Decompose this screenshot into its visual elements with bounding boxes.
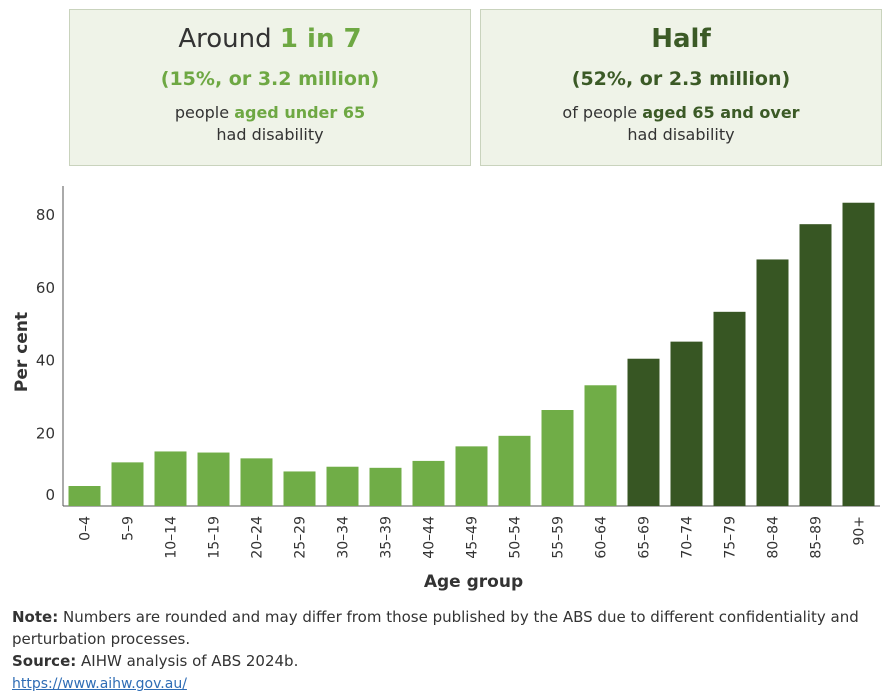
bar-55–59 bbox=[541, 410, 574, 506]
y-tick-label: 0 bbox=[45, 486, 55, 504]
note-label: Note: bbox=[12, 608, 59, 626]
card-over-65-text-emphasis: aged 65 and over bbox=[642, 103, 800, 122]
source-line: Source: AIHW analysis of ABS 2024b. bbox=[12, 650, 882, 672]
card-under-65-subheadline: (15%, or 3.2 million) bbox=[160, 68, 380, 90]
source-link[interactable]: https://www.aihw.gov.au/ bbox=[12, 676, 187, 692]
card-under-65-text-prefix: people bbox=[174, 103, 235, 122]
bar-70–74 bbox=[670, 341, 703, 506]
bar-45–49 bbox=[455, 446, 488, 506]
bar-5–9 bbox=[111, 462, 144, 506]
card-over-65-subheadline: (52%, or 2.3 million) bbox=[571, 68, 791, 90]
bar-65–69 bbox=[627, 358, 660, 506]
x-tick-label: 10–14 bbox=[164, 516, 180, 559]
card-under-65-head-prefix: Around bbox=[178, 24, 280, 54]
x-tick-label: 35–39 bbox=[379, 516, 395, 559]
bar-20–24 bbox=[240, 458, 273, 506]
x-tick-label: 0–4 bbox=[78, 516, 94, 541]
card-under-65: Around 1 in 7 (15%, or 3.2 million) peop… bbox=[69, 9, 471, 166]
x-tick-label: 55–59 bbox=[551, 516, 567, 559]
x-tick-label: 85–89 bbox=[809, 516, 825, 559]
y-tick-label: 60 bbox=[36, 279, 55, 297]
x-tick-label: 75–79 bbox=[723, 516, 739, 559]
x-tick-label: 45–49 bbox=[465, 516, 481, 559]
source-text: AIHW analysis of ABS 2024b. bbox=[76, 652, 299, 670]
bar-60–64 bbox=[584, 385, 617, 506]
bar-25–29 bbox=[283, 471, 316, 506]
x-tick-label: 30–34 bbox=[336, 516, 352, 559]
x-tick-label: 15–19 bbox=[207, 516, 223, 559]
x-tick-label: 50–54 bbox=[508, 516, 524, 559]
y-tick-label: 20 bbox=[36, 424, 55, 442]
bar-0–4 bbox=[68, 486, 101, 506]
x-tick-label: 80–84 bbox=[766, 516, 782, 559]
y-axis-title: Per cent bbox=[12, 312, 32, 392]
card-over-65-text: of people aged 65 and over bbox=[481, 102, 881, 124]
bar-30–34 bbox=[326, 466, 359, 506]
card-under-65-text-emphasis: aged under 65 bbox=[234, 103, 366, 122]
x-tick-label: 5–9 bbox=[121, 516, 137, 541]
bar-10–14 bbox=[154, 451, 187, 506]
card-over-65-text-prefix: of people bbox=[562, 103, 643, 122]
card-over-65-text-line2: had disability bbox=[627, 125, 735, 144]
x-tick-label: 20–24 bbox=[250, 516, 266, 559]
card-under-65-head-emphasis: 1 in 7 bbox=[279, 24, 362, 54]
bar-chart: 0 20 40 60 80 0–4 5–9 10–14 15–19 20–24 25–29 30–34… bbox=[12, 186, 880, 592]
bar-75–79 bbox=[713, 311, 746, 506]
x-tick-label: 70–74 bbox=[680, 516, 696, 559]
card-under-65-text: people aged under 65 bbox=[70, 102, 470, 124]
bar-50–54 bbox=[498, 435, 531, 506]
y-tick-label: 80 bbox=[36, 206, 55, 224]
x-tick-label: 25–29 bbox=[293, 516, 309, 559]
bar-90+ bbox=[842, 202, 875, 506]
card-under-65-text-line2: had disability bbox=[216, 125, 324, 144]
card-under-65-headline: Around 1 in 7 bbox=[70, 22, 470, 56]
bar-80–84 bbox=[756, 259, 789, 506]
card-over-65-headline: Half bbox=[651, 24, 711, 54]
source-label: Source: bbox=[12, 652, 77, 670]
x-tick-label: 90+ bbox=[852, 516, 868, 546]
bar-15–19 bbox=[197, 452, 230, 506]
notes: Note: Numbers are rounded and may differ… bbox=[12, 606, 882, 695]
note-text: Numbers are rounded and may differ from … bbox=[12, 608, 859, 648]
bar-35–39 bbox=[369, 467, 402, 506]
x-axis-title: Age group bbox=[424, 572, 523, 592]
bar-85–89 bbox=[799, 224, 832, 506]
bar-40–44 bbox=[412, 460, 445, 506]
x-tick-label: 40–44 bbox=[422, 516, 438, 559]
x-tick-label: 65–69 bbox=[637, 516, 653, 559]
y-tick-label: 40 bbox=[36, 352, 55, 370]
note-line: Note: Numbers are rounded and may differ… bbox=[12, 606, 882, 650]
x-tick-label: 60–64 bbox=[594, 516, 610, 559]
card-over-65: Half (52%, or 2.3 million) of people age… bbox=[480, 9, 882, 166]
